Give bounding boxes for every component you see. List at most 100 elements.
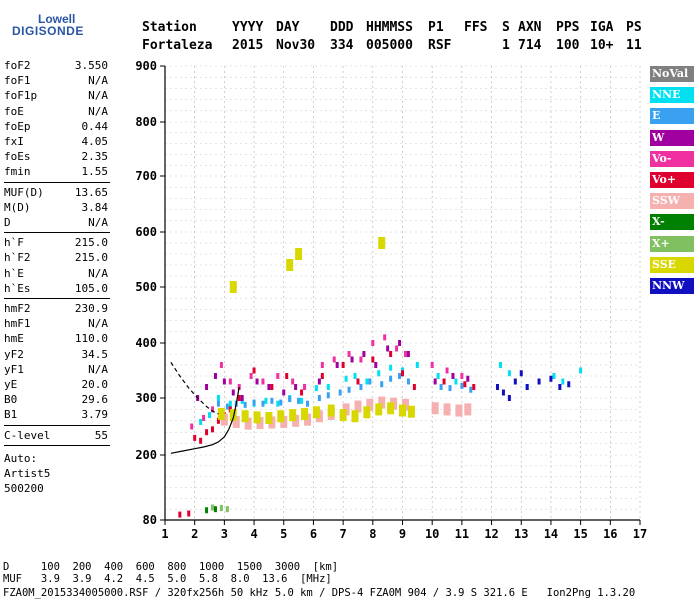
header-label-ps: PS — [626, 20, 642, 35]
x-tick-label: 11 — [455, 527, 469, 541]
param-divider — [4, 232, 110, 234]
param-value: N/A — [88, 89, 108, 103]
data-point-vominus — [291, 378, 295, 385]
data-point-voplus — [216, 417, 220, 424]
param-divider — [4, 424, 110, 426]
data-point-sse — [301, 407, 309, 420]
header-label-ffs: FFS — [464, 20, 488, 35]
data-point-vominus — [460, 373, 464, 379]
autoscale-line: 500200 — [4, 481, 44, 495]
data-point-nnw — [558, 384, 562, 390]
data-point-e — [368, 378, 372, 385]
y-tick-label: 800 — [135, 115, 157, 129]
data-point-vominus — [359, 356, 363, 363]
param-name: foE — [4, 104, 24, 118]
data-point-voplus — [356, 378, 360, 385]
legend-item-xminus: X- — [650, 214, 694, 231]
data-point-w — [406, 351, 410, 357]
param-row: B1 3.79 — [4, 407, 108, 422]
x-tick-label: 15 — [573, 527, 587, 541]
data-point-sse — [312, 406, 320, 419]
data-point-e — [243, 401, 247, 408]
header-value-ps: 11 — [626, 38, 642, 53]
param-value: 3.550 — [74, 59, 108, 72]
data-point-vominus — [261, 378, 265, 385]
data-point-w — [213, 373, 217, 379]
y-tick-label: 500 — [135, 280, 157, 294]
data-point-nne — [507, 370, 511, 377]
data-point-ssw — [354, 400, 362, 413]
data-point-e — [469, 386, 473, 393]
param-value: 2.35 — [81, 150, 109, 164]
param-name: yF1 — [4, 362, 24, 376]
param-row: foF1p N/A — [4, 88, 108, 103]
data-point-w — [350, 356, 354, 363]
data-point-sse — [375, 403, 383, 416]
param-value: 1.55 — [81, 165, 109, 179]
param-row: hmF1 N/A — [4, 316, 108, 331]
param-value: 3.84 — [81, 200, 109, 214]
param-value: 29.6 — [81, 393, 109, 407]
param-name: MUF(D) — [4, 185, 44, 199]
data-point-ssw — [232, 415, 240, 428]
param-name: foEs — [4, 150, 31, 164]
param-value: N/A — [88, 104, 108, 118]
param-value: 4.05 — [81, 135, 109, 148]
data-point-vominus — [237, 384, 241, 390]
param-name: hmE — [4, 332, 24, 346]
data-point-w — [255, 378, 259, 385]
data-point-vominus — [403, 351, 407, 357]
data-point-nne — [365, 378, 369, 385]
param-row: M(D) 3.84 — [4, 200, 108, 215]
legend-item-sse: SSE — [650, 256, 694, 273]
trace-curve — [170, 386, 240, 454]
data-point-sse — [241, 410, 249, 423]
x-tick-label: 1 — [161, 527, 168, 541]
data-point-nne — [454, 378, 458, 385]
x-tick-label: 14 — [544, 527, 558, 541]
param-name: foEp — [4, 119, 31, 133]
data-point-nne — [436, 373, 440, 379]
data-point-w — [398, 340, 402, 346]
data-point-e — [338, 389, 342, 396]
param-row: yF2 34.5 — [4, 347, 108, 362]
legend-item-xplus: X+ — [650, 235, 694, 252]
y-tick-label: 600 — [135, 225, 157, 239]
header-value-axn: 714 — [518, 38, 542, 53]
x-tick-label: 10 — [425, 527, 439, 541]
data-point-e — [261, 400, 265, 407]
data-point-ssw — [464, 403, 472, 416]
param-value: 55 — [94, 428, 108, 442]
param-name: B1 — [4, 408, 18, 422]
data-point-voplus — [252, 367, 256, 374]
param-row: foEs 2.35 — [4, 149, 108, 164]
data-point-voplus — [187, 510, 191, 517]
param-value: 13.65 — [74, 185, 108, 199]
y-tick-label: 700 — [135, 169, 157, 183]
data-point-w — [282, 389, 286, 396]
header-value-iga: 10+ — [590, 38, 614, 53]
data-point-e — [306, 400, 309, 407]
header-value-yyyy: 2015 — [232, 38, 264, 53]
data-point-vominus — [211, 406, 214, 413]
data-point-w — [335, 362, 339, 368]
param-row: foF2 3.550 — [4, 58, 108, 73]
legend-item-ssw: SSW — [650, 193, 694, 210]
data-point-nne — [552, 373, 556, 379]
data-point-nne — [498, 362, 502, 368]
header-value-station: Fortaleza — [142, 38, 213, 53]
data-point-e — [389, 375, 393, 382]
data-point-voplus — [389, 351, 393, 357]
param-row: h`Es 105.0 — [4, 281, 108, 296]
data-point-e — [398, 373, 402, 379]
data-point-sse — [407, 405, 415, 418]
data-point-sse — [265, 411, 273, 424]
legend-item-e: E — [650, 108, 694, 125]
data-point-vominus — [383, 334, 387, 341]
data-point-nnw — [507, 395, 511, 401]
header-label-p1: P1 — [428, 20, 444, 35]
param-name: h`F — [4, 236, 24, 250]
data-point-w — [205, 384, 209, 390]
header-label-station: Station — [142, 20, 197, 35]
